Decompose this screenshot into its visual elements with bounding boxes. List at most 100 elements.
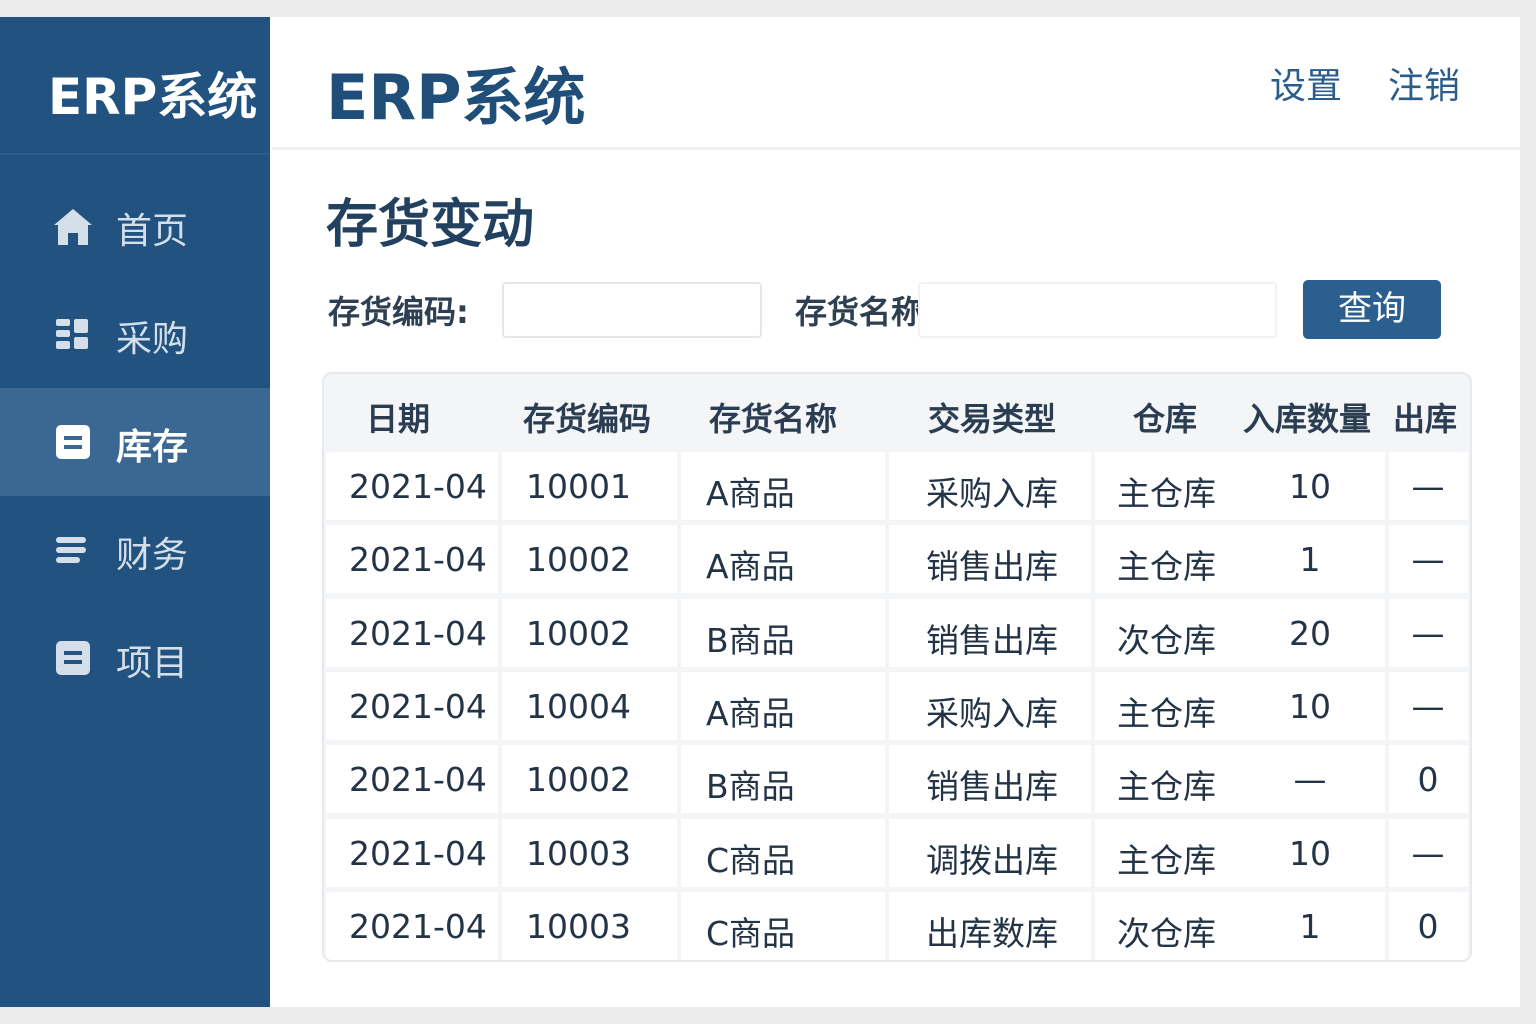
cell-text: 2021-04 [349, 833, 487, 873]
settings-link[interactable]: 设置 [1270, 66, 1343, 107]
column-header: 交易类型 [927, 400, 1057, 438]
brand: ERP系统 [48, 68, 258, 126]
cell-text: 10003 [526, 906, 631, 946]
divider [272, 147, 1520, 150]
nav-item[interactable]: 财务 [0, 496, 270, 604]
nav-label: 采购 [116, 319, 189, 360]
cell-text: C商品 [706, 913, 796, 953]
cell-text: 采购入库 [926, 474, 1058, 513]
cell-text: 2021-04 [349, 906, 487, 946]
cell-text: — [1411, 833, 1445, 873]
column-header: 仓库 [1132, 400, 1198, 438]
table-cell [502, 598, 677, 667]
cell-text: 调拨出库 [926, 840, 1058, 880]
cell-text: C商品 [706, 840, 796, 880]
nav-icon [56, 537, 86, 563]
cell-text: 主仓库 [1117, 840, 1216, 880]
table-cell [1389, 818, 1468, 887]
cell-text: 10002 [526, 540, 631, 580]
table-cell [326, 745, 498, 814]
header-title: ERP系统 [326, 61, 586, 134]
table-cell [889, 818, 1091, 887]
table-cell [326, 891, 498, 960]
column-header: 入库数量 [1242, 400, 1372, 438]
cell-text: 2021-04 [349, 760, 487, 800]
cell-text: 10 [1289, 833, 1331, 873]
nav-icon [56, 319, 88, 349]
table-cell [681, 891, 885, 960]
cell-text: — [1411, 686, 1445, 726]
table-cell [681, 525, 885, 594]
cell-text: 10002 [526, 760, 631, 800]
cell-text: 2021-04 [349, 540, 487, 580]
nav-icon [56, 641, 90, 675]
table-cell [1095, 891, 1385, 960]
table-cell [502, 671, 677, 740]
sidebar: ERP系统 首页采购库存财务项目 [0, 17, 270, 1007]
cell-text: 1 [1299, 540, 1321, 580]
cell-text: — [1293, 760, 1327, 800]
cell-text: 主仓库 [1117, 767, 1216, 807]
cell-text: 2021-04 [349, 686, 487, 726]
nav-item[interactable]: 库存 [0, 388, 270, 496]
filter-label: 存货名称: [795, 293, 936, 331]
nav-label: 库存 [116, 427, 189, 468]
nav-item[interactable]: 项目 [0, 604, 270, 712]
code-input[interactable] [502, 282, 762, 338]
cell-text: 采购入库 [926, 693, 1058, 733]
table-cell [502, 452, 677, 520]
cell-text: 主仓库 [1117, 474, 1216, 513]
table-cell [502, 745, 677, 814]
cell-text: 10004 [526, 686, 631, 726]
cell-text: 销售出库 [926, 767, 1058, 807]
table-cell [889, 671, 1091, 740]
cell-text: A商品 [706, 474, 795, 513]
cell-text: 10 [1289, 467, 1331, 506]
cell-text: — [1411, 613, 1445, 653]
table-cell [681, 671, 885, 740]
table-cell [1389, 525, 1468, 594]
logout-link[interactable]: 注销 [1388, 66, 1461, 107]
cell-text: 次仓库 [1117, 620, 1216, 660]
table-cell [326, 525, 498, 594]
table-cell [889, 745, 1091, 814]
nav-label: 项目 [116, 643, 189, 684]
table-cell [889, 598, 1091, 667]
table-cell [889, 525, 1091, 594]
nav-item[interactable]: 首页 [0, 172, 270, 280]
nav-item[interactable]: 采购 [0, 280, 270, 388]
cell-text: 主仓库 [1117, 547, 1216, 587]
nav-icon [54, 209, 92, 245]
nav-icon [56, 425, 90, 459]
cell-text: 0 [1417, 906, 1439, 946]
table: 日期 存货编码 存货名称 交易类型 仓库 入库数量 出库 2021-04 10001 A商品 采购入… [322, 372, 1472, 962]
table-cell [889, 891, 1091, 960]
table-cell [1095, 671, 1385, 740]
table-cell [1389, 891, 1468, 960]
table-cell [502, 891, 677, 960]
table-cell [681, 745, 885, 814]
cell-text: A商品 [706, 547, 795, 587]
divider [0, 153, 270, 155]
query-button[interactable]: 查询 [1303, 280, 1441, 339]
cell-text: 2021-04 [349, 613, 487, 653]
window: ERP系统 首页 采购 库存 财务 项目 ERP系统 设置 注销 存货变动 存货编码: … [0, 17, 1520, 1007]
table-cell [502, 525, 677, 594]
filter-label: 存货编码: [328, 293, 469, 331]
table-cell [1095, 598, 1385, 667]
table-cell [1095, 452, 1385, 520]
cell-text: — [1411, 467, 1445, 506]
table-cell [1095, 525, 1385, 594]
cell-text: B商品 [706, 620, 795, 660]
column-header: 出库 [1392, 400, 1458, 438]
cell-text: 0 [1417, 760, 1439, 800]
cell-text: 10001 [526, 467, 631, 506]
name-input[interactable] [918, 282, 1277, 338]
cell-text: A商品 [706, 693, 795, 733]
column-header: 存货名称 [708, 400, 838, 438]
cell-text: 出库数库 [926, 913, 1058, 953]
table-cell [681, 818, 885, 887]
table-cell [326, 671, 498, 740]
table-cell [1389, 671, 1468, 740]
